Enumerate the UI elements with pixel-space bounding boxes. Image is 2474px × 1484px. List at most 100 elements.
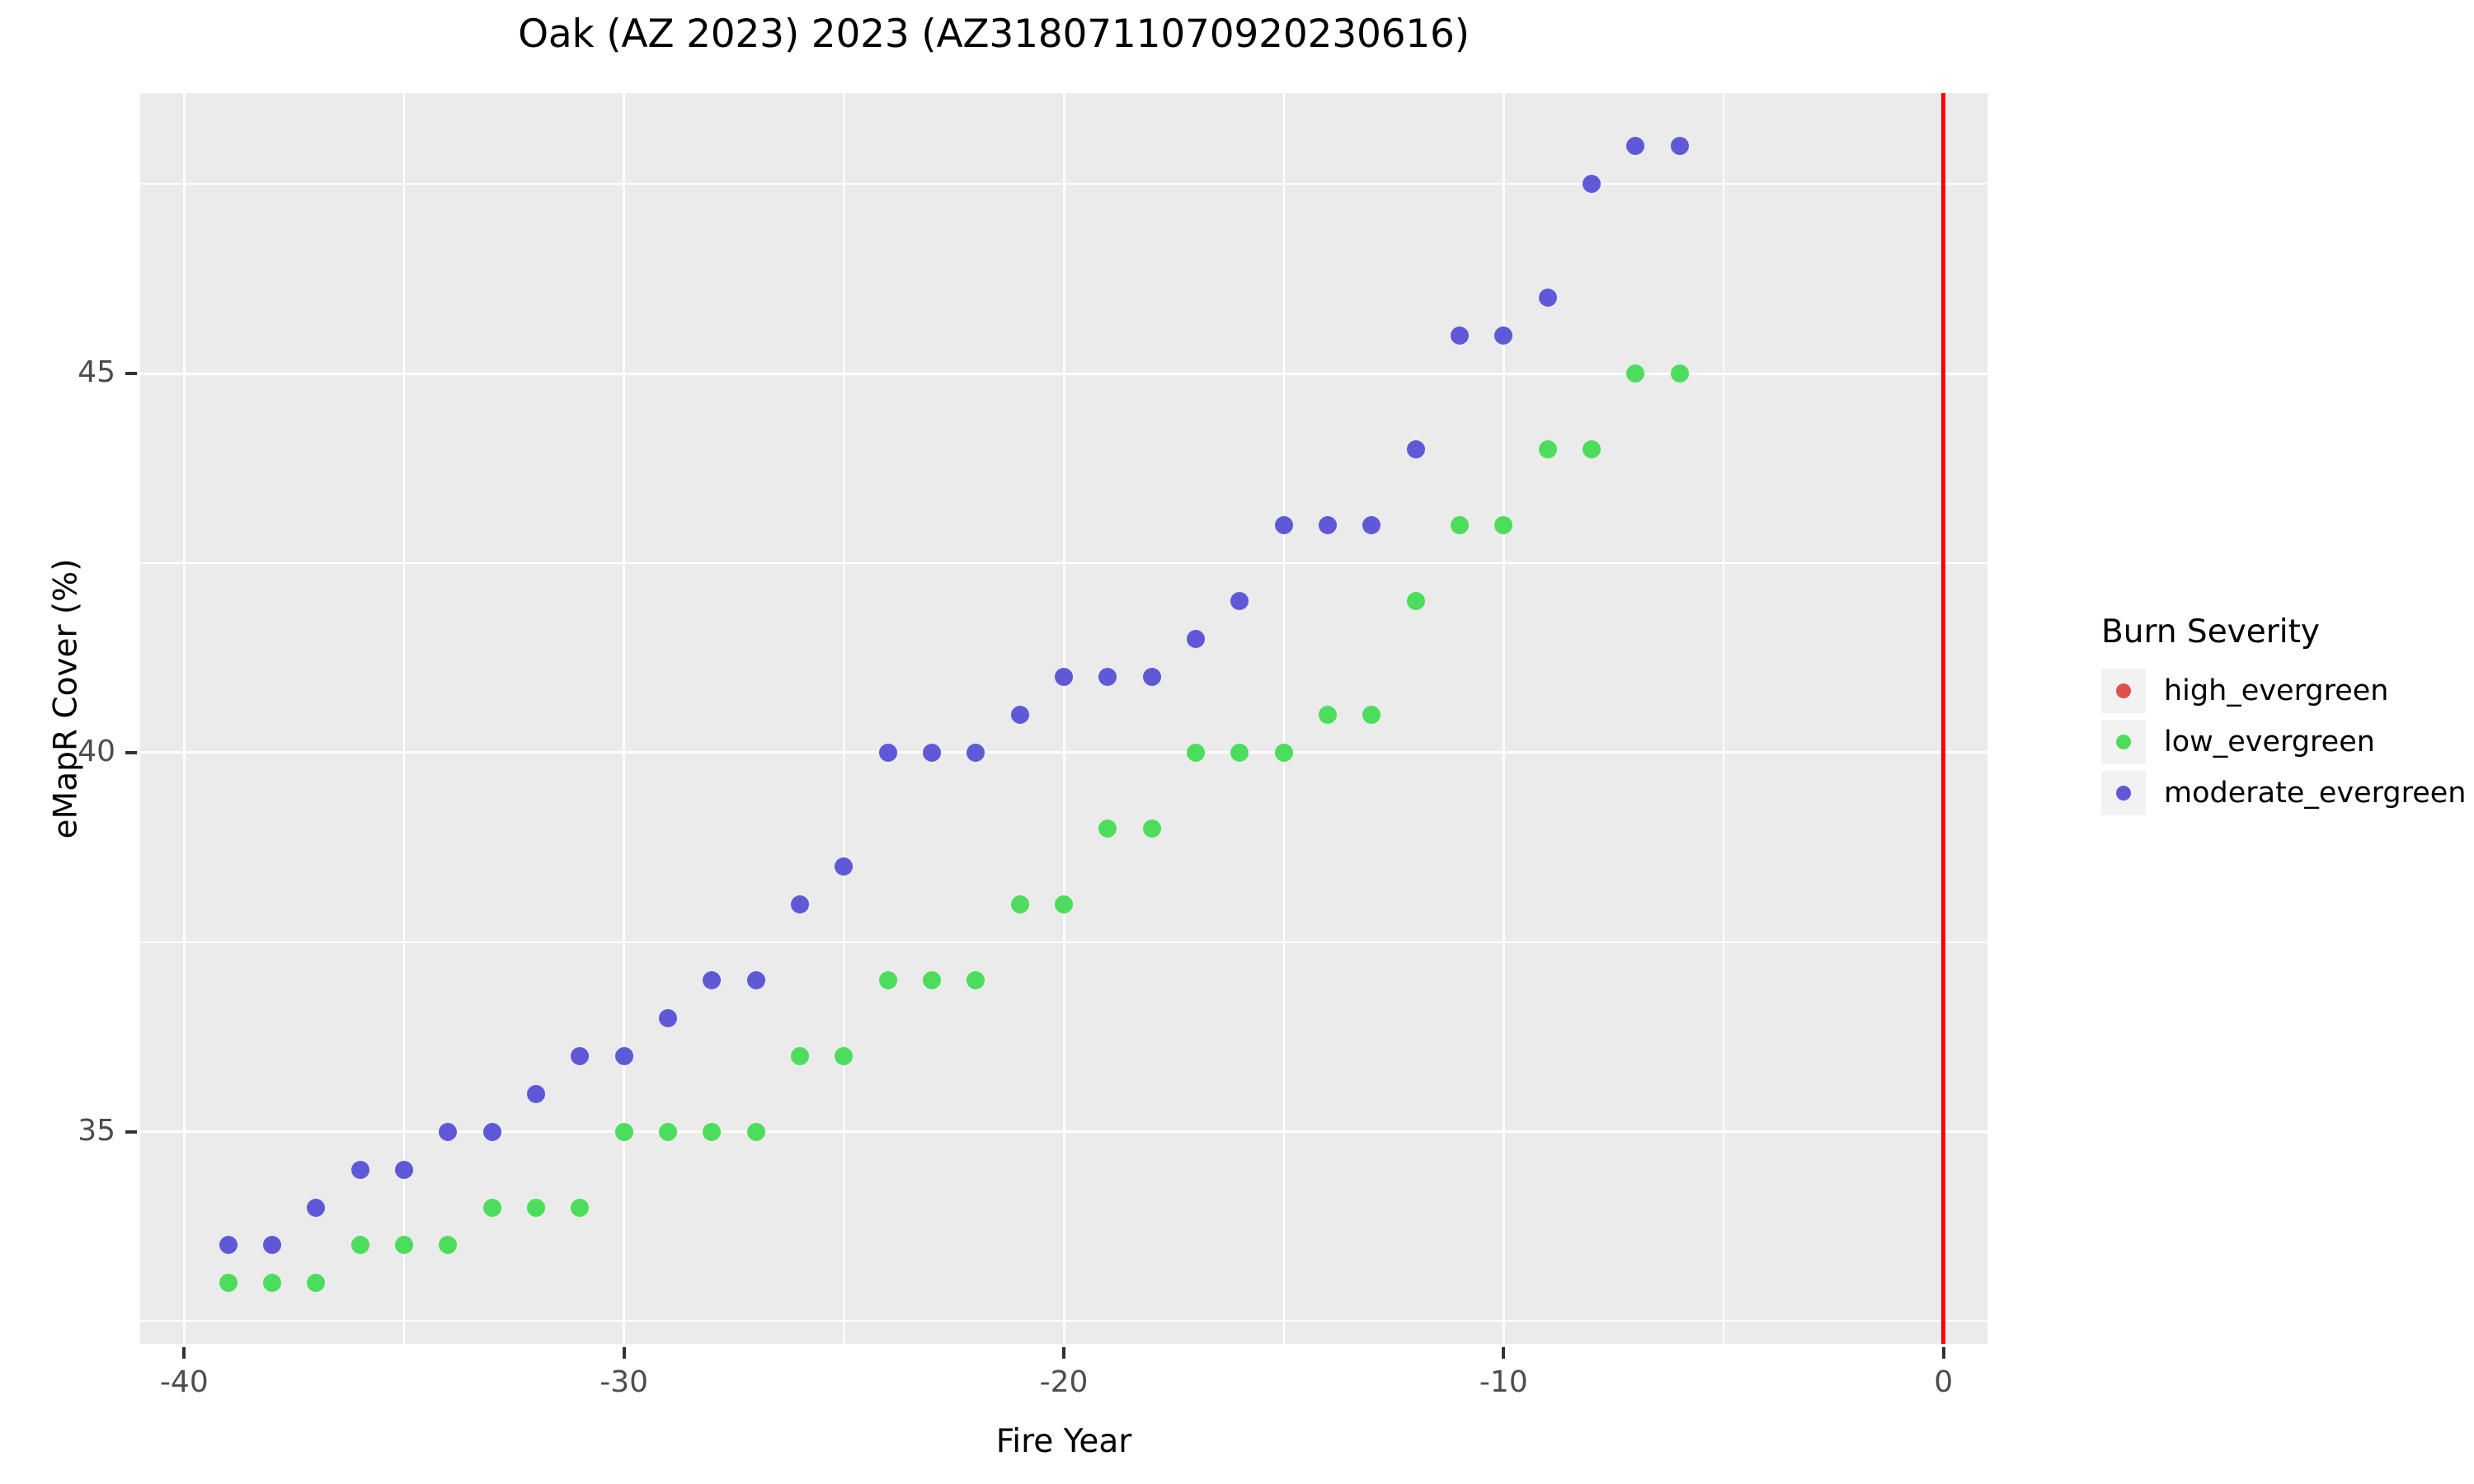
data-point-moderate_evergreen — [791, 895, 809, 913]
data-point-low_evergreen — [350, 1236, 369, 1255]
data-point-low_evergreen — [659, 1122, 677, 1141]
data-point-low_evergreen — [395, 1236, 413, 1255]
x-tick-mark — [1941, 1347, 1945, 1359]
data-point-moderate_evergreen — [835, 857, 854, 876]
data-point-low_evergreen — [482, 1198, 501, 1217]
data-point-low_evergreen — [878, 970, 897, 989]
data-point-moderate_evergreen — [1670, 137, 1689, 156]
data-point-low_evergreen — [1230, 743, 1249, 762]
data-point-moderate_evergreen — [1142, 667, 1161, 686]
data-point-moderate_evergreen — [571, 1046, 590, 1065]
legend-item[interactable]: moderate_evergreen — [2101, 771, 2467, 815]
data-point-moderate_evergreen — [1098, 667, 1117, 686]
y-tick-label: 35 — [78, 1113, 115, 1148]
data-point-moderate_evergreen — [307, 1198, 326, 1217]
data-point-low_evergreen — [263, 1274, 281, 1293]
data-point-moderate_evergreen — [1626, 137, 1645, 156]
legend-key-swatch — [2101, 720, 2146, 764]
x-tick-label: 0 — [1934, 1365, 1954, 1399]
plot-panel — [140, 93, 1987, 1344]
x-tick-label: -30 — [600, 1365, 649, 1399]
legend-items: high_evergreen low_evergreen moderate_ever… — [2101, 669, 2467, 815]
grid-line-x-minor — [843, 93, 845, 1344]
y-tick-mark — [125, 750, 137, 754]
y-tick-label: 45 — [78, 355, 115, 390]
data-point-low_evergreen — [1010, 895, 1029, 913]
data-point-moderate_evergreen — [923, 743, 941, 762]
grid-line-x-major — [623, 93, 626, 1344]
x-tick-mark — [1502, 1347, 1506, 1359]
data-point-moderate_evergreen — [614, 1046, 633, 1065]
data-point-low_evergreen — [1098, 819, 1117, 838]
data-point-moderate_evergreen — [1451, 326, 1469, 345]
grid-line-x-minor — [1723, 93, 1724, 1344]
data-point-moderate_evergreen — [878, 743, 897, 762]
legend-title: Burn Severity — [2101, 613, 2321, 650]
data-point-moderate_evergreen — [482, 1122, 501, 1141]
data-point-low_evergreen — [1187, 743, 1205, 762]
legend-item-label: moderate_evergreen — [2164, 777, 2467, 810]
data-point-moderate_evergreen — [703, 970, 722, 989]
data-point-moderate_evergreen — [1230, 591, 1249, 610]
page-title: Oak (AZ 2023) 2023 (AZ318071107092023061… — [518, 12, 1470, 57]
x-tick-mark — [1062, 1347, 1065, 1359]
legend-key-swatch — [2101, 771, 2146, 815]
legend: Burn Severity high_evergreen low_evergree… — [2101, 613, 2467, 822]
data-point-moderate_evergreen — [527, 1084, 545, 1103]
grid-line-x-major — [1062, 93, 1065, 1344]
data-point-low_evergreen — [835, 1046, 854, 1065]
y-tick-mark — [125, 372, 137, 376]
data-point-low_evergreen — [1362, 705, 1381, 724]
data-point-low_evergreen — [1670, 364, 1689, 383]
data-point-low_evergreen — [1538, 440, 1557, 459]
data-point-low_evergreen — [791, 1046, 809, 1065]
data-point-low_evergreen — [1274, 743, 1293, 762]
data-point-low_evergreen — [967, 970, 985, 989]
y-tick-label: 40 — [78, 734, 115, 768]
data-point-moderate_evergreen — [1362, 516, 1381, 535]
data-point-low_evergreen — [439, 1236, 458, 1255]
legend-item-label: high_evergreen — [2164, 674, 2389, 707]
grid-line-x-major — [1502, 93, 1505, 1344]
legend-dot-icon — [2116, 735, 2131, 749]
data-point-moderate_evergreen — [219, 1236, 238, 1255]
data-point-low_evergreen — [1451, 516, 1469, 535]
data-point-low_evergreen — [571, 1198, 590, 1217]
data-point-low_evergreen — [703, 1122, 722, 1141]
legend-item[interactable]: low_evergreen — [2101, 720, 2467, 764]
y-axis-label: eMapR Cover (%) — [47, 558, 85, 839]
data-point-low_evergreen — [1142, 819, 1161, 838]
data-point-moderate_evergreen — [1538, 289, 1557, 308]
data-point-moderate_evergreen — [1319, 516, 1337, 535]
data-point-low_evergreen — [1319, 705, 1337, 724]
x-tick-label: -20 — [1039, 1365, 1089, 1399]
grid-line-x-major — [182, 93, 186, 1344]
x-axis-label: Fire Year — [995, 1423, 1132, 1460]
data-point-low_evergreen — [307, 1274, 326, 1293]
legend-key-swatch — [2101, 669, 2146, 713]
data-point-moderate_evergreen — [263, 1236, 281, 1255]
data-point-moderate_evergreen — [1406, 440, 1425, 459]
legend-item[interactable]: high_evergreen — [2101, 669, 2467, 713]
data-point-moderate_evergreen — [1274, 516, 1293, 535]
x-tick-label: -10 — [1479, 1365, 1528, 1399]
data-point-moderate_evergreen — [439, 1122, 458, 1141]
x-tick-mark — [182, 1347, 186, 1359]
x-tick-label: -40 — [159, 1365, 209, 1399]
data-point-low_evergreen — [923, 970, 941, 989]
data-point-moderate_evergreen — [967, 743, 985, 762]
data-point-low_evergreen — [1494, 516, 1513, 535]
data-point-moderate_evergreen — [1010, 705, 1029, 724]
fire-year-zero-line — [1941, 93, 1946, 1344]
data-point-low_evergreen — [527, 1198, 545, 1217]
data-point-low_evergreen — [1406, 591, 1425, 610]
legend-dot-icon — [2116, 683, 2131, 698]
data-point-moderate_evergreen — [1494, 326, 1513, 345]
data-point-low_evergreen — [746, 1122, 765, 1141]
data-point-low_evergreen — [614, 1122, 633, 1141]
grid-line-x-minor — [403, 93, 405, 1344]
legend-dot-icon — [2116, 786, 2131, 801]
data-point-moderate_evergreen — [746, 970, 765, 989]
grid-line-x-minor — [1282, 93, 1285, 1344]
